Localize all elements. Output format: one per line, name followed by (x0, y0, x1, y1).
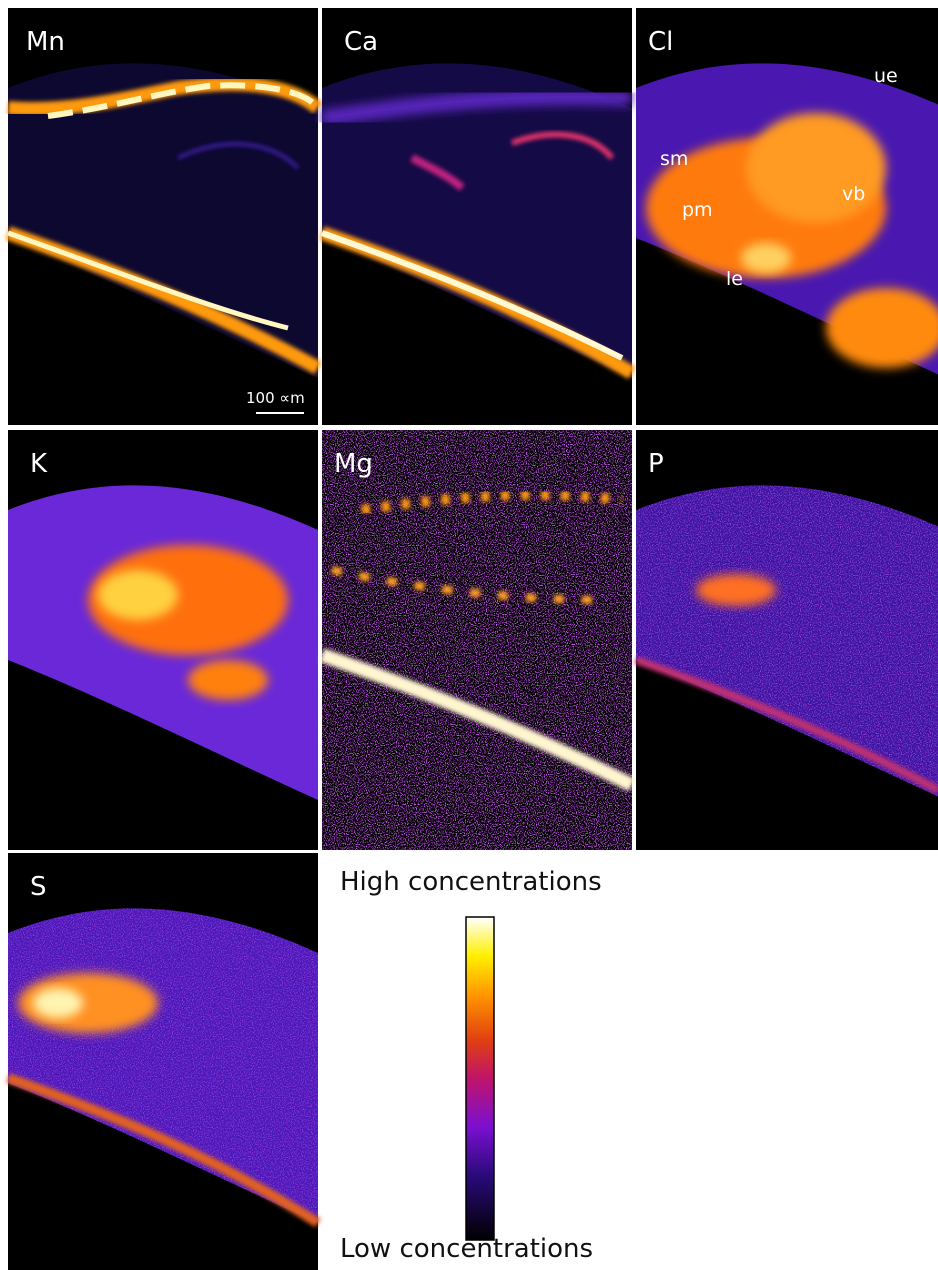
annotation: pm (682, 199, 713, 221)
panel-s: S (6, 853, 321, 1270)
legend-low: Low concentrations (340, 1234, 593, 1264)
panel-label: K (30, 449, 48, 479)
panel-label: Cl (648, 27, 673, 57)
panel-k: K (8, 430, 318, 850)
legend-high: High concentrations (340, 867, 602, 897)
panel-label: P (648, 449, 664, 479)
annotation: sm (660, 148, 688, 170)
panel-label: Mn (26, 27, 65, 57)
annotation: ue (874, 65, 898, 87)
panel-mg: Mg (319, 430, 636, 850)
scale-bar-label: 100 ∝m (246, 389, 305, 407)
panel-label: Mg (334, 449, 373, 479)
panel-label: Ca (344, 27, 378, 57)
annotation: vb (842, 183, 865, 205)
panel-mn: Mn 100 ∝m (5, 8, 323, 425)
color-bar (465, 916, 495, 1241)
panel-cl: Cl ue sm vb pm le (636, 8, 938, 425)
panel-p: P (634, 430, 938, 850)
panel-label: S (30, 872, 47, 902)
panel-ca: Ca (319, 8, 636, 425)
annotation: le (726, 268, 743, 290)
